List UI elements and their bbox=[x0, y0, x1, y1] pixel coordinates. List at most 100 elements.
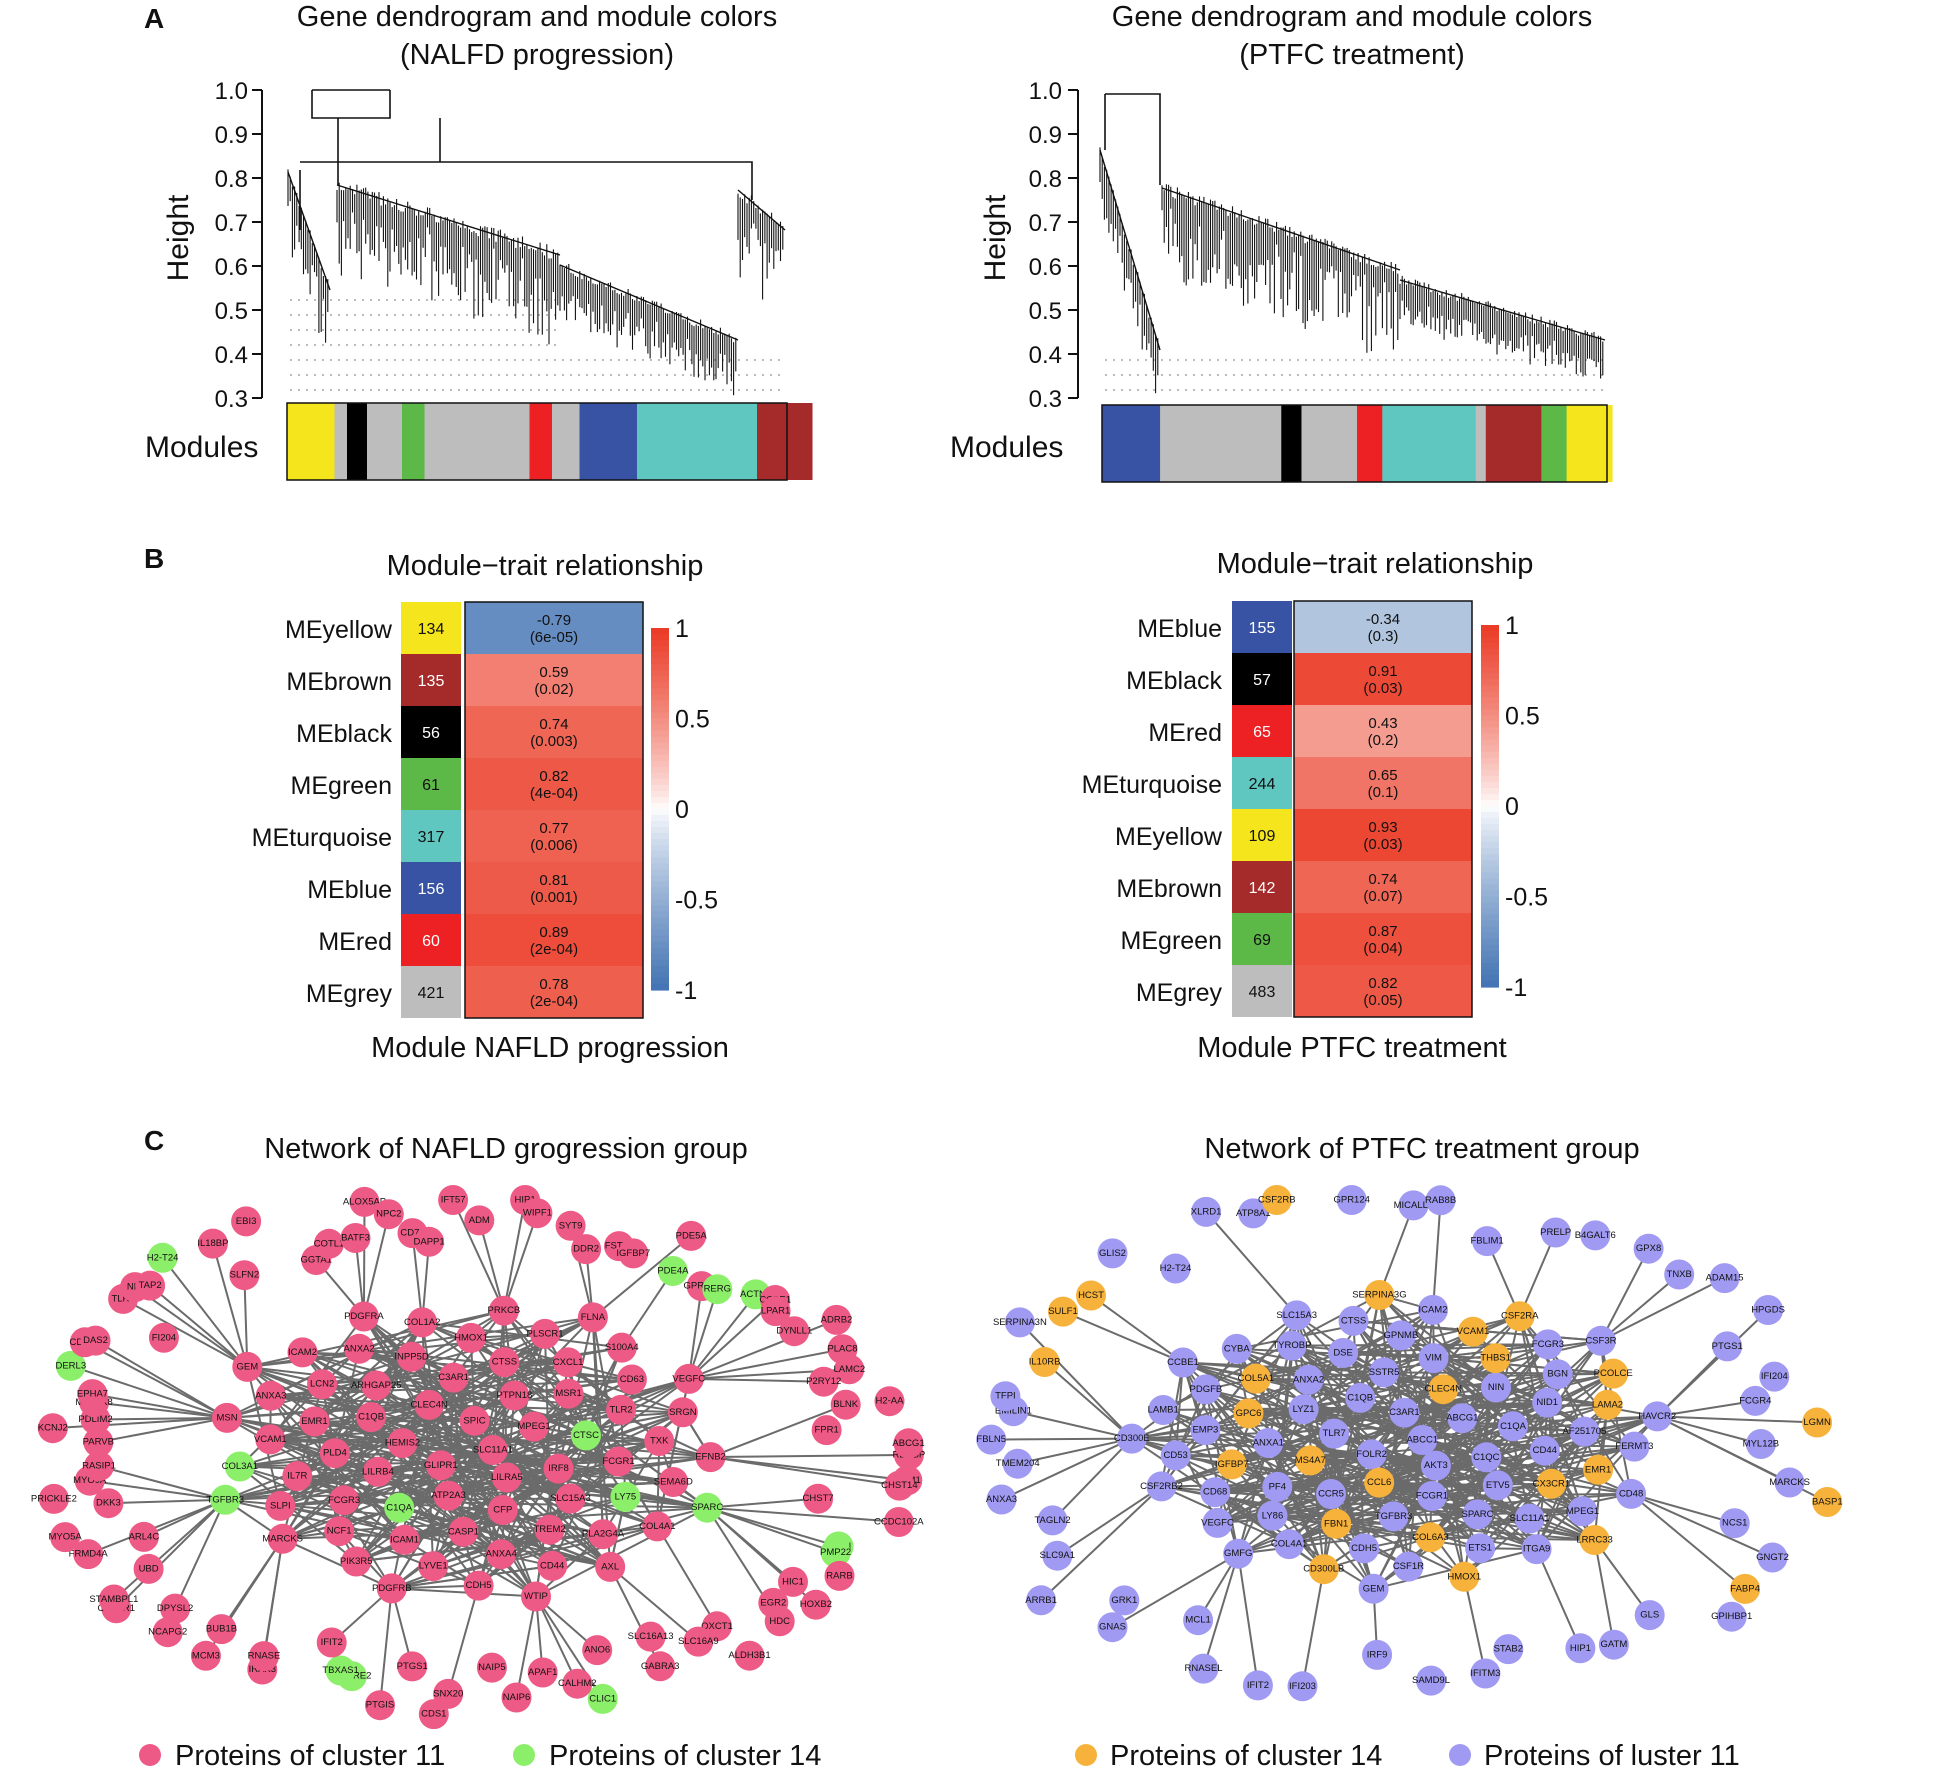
network-node[interactable]: GEM bbox=[232, 1351, 263, 1382]
network-node[interactable]: ABCC1 bbox=[1406, 1425, 1438, 1455]
network-node[interactable]: SPARC bbox=[1461, 1499, 1494, 1530]
network-node[interactable]: ANXA3 bbox=[255, 1380, 286, 1411]
network-node[interactable]: WIPF1 bbox=[522, 1198, 553, 1229]
network-node[interactable]: EBI3 bbox=[231, 1206, 262, 1237]
network-node[interactable]: BATF3 bbox=[340, 1223, 371, 1253]
network-node[interactable]: CD44 bbox=[537, 1550, 568, 1581]
network-node[interactable]: EPHA7 bbox=[77, 1379, 108, 1410]
network-node[interactable]: ETV5 bbox=[1482, 1470, 1513, 1501]
network-node[interactable]: C1QB bbox=[1345, 1382, 1376, 1413]
network-node[interactable]: FBLIM1 bbox=[1470, 1226, 1504, 1257]
network-node[interactable]: HIC1 bbox=[778, 1566, 808, 1597]
network-node[interactable]: C1QB bbox=[356, 1402, 387, 1433]
network-node[interactable]: IL18BP bbox=[197, 1228, 228, 1259]
network-node[interactable]: IGFBP7 bbox=[1215, 1449, 1249, 1480]
network-node[interactable]: CHST7 bbox=[803, 1483, 834, 1514]
network-node[interactable]: HMOX1 bbox=[1447, 1561, 1481, 1592]
network-node[interactable]: ANO6 bbox=[582, 1635, 613, 1666]
network-node[interactable]: STAMBPL1 bbox=[89, 1584, 138, 1615]
network-node[interactable]: PDE5A bbox=[676, 1220, 708, 1251]
network-node[interactable]: CYBA bbox=[1221, 1333, 1252, 1364]
network-node[interactable]: LGMN bbox=[1802, 1407, 1833, 1438]
network-node[interactable]: HEMIS2 bbox=[385, 1428, 420, 1459]
network-node[interactable]: IFT57 bbox=[438, 1185, 469, 1215]
network-node[interactable]: IFIT2 bbox=[316, 1627, 347, 1658]
network-node[interactable]: RERG bbox=[702, 1274, 733, 1305]
network-node[interactable]: GEM bbox=[1358, 1573, 1389, 1604]
network-node[interactable]: PDGFB bbox=[1190, 1374, 1223, 1405]
network-node[interactable]: CCDC102A bbox=[874, 1507, 924, 1537]
network-node[interactable]: IGFBP7 bbox=[616, 1238, 650, 1269]
network-node[interactable]: C1QA bbox=[384, 1492, 415, 1523]
network-node[interactable]: IRF9 bbox=[1362, 1639, 1393, 1670]
network-node[interactable]: CD63 bbox=[616, 1364, 647, 1395]
network-node[interactable]: ABCG1 bbox=[1446, 1403, 1478, 1434]
network-node[interactable]: PLA2G4A bbox=[582, 1519, 625, 1550]
network-node[interactable]: LRRC33 bbox=[1576, 1525, 1613, 1555]
network-node[interactable]: CCBE1 bbox=[1167, 1347, 1199, 1378]
network-node[interactable]: CD48 bbox=[1616, 1478, 1647, 1509]
network-node[interactable]: ANXA2 bbox=[1293, 1364, 1324, 1395]
network-node[interactable]: FCGR3 bbox=[328, 1485, 360, 1516]
network-node[interactable]: XLRD1 bbox=[1191, 1196, 1222, 1227]
network-node[interactable]: ARL4C bbox=[129, 1521, 160, 1552]
network-node[interactable]: CX3CR1 bbox=[1533, 1468, 1571, 1499]
network-node[interactable]: SLFN2 bbox=[229, 1260, 260, 1291]
network-node[interactable]: DPYSL2 bbox=[157, 1593, 193, 1624]
network-node[interactable]: PLSCR1 bbox=[527, 1318, 564, 1349]
network-node[interactable]: MPEG1 bbox=[1566, 1496, 1599, 1527]
network-node[interactable]: CHST14 bbox=[881, 1470, 918, 1501]
network-node[interactable]: CFP bbox=[487, 1495, 518, 1525]
network-node[interactable]: VEGFC bbox=[1201, 1507, 1234, 1538]
network-node[interactable]: PCOLCE bbox=[1594, 1358, 1633, 1389]
network-node[interactable]: VEGFC bbox=[672, 1363, 705, 1394]
network-node[interactable]: CSF2RB bbox=[1258, 1185, 1296, 1215]
network-node[interactable]: CTSC bbox=[571, 1420, 601, 1451]
network-node[interactable]: COL5A1 bbox=[1238, 1363, 1274, 1394]
network-node[interactable]: H2-T24 bbox=[147, 1242, 179, 1273]
network-node[interactable]: INPP5D bbox=[394, 1341, 429, 1372]
network-node[interactable]: EMR1 bbox=[299, 1406, 330, 1437]
network-node[interactable]: RASIP1 bbox=[82, 1451, 116, 1482]
network-node[interactable]: CD300LB bbox=[1303, 1554, 1344, 1585]
network-node[interactable]: RNASEL bbox=[1184, 1653, 1223, 1684]
network-node[interactable]: IFITM3 bbox=[1470, 1658, 1500, 1689]
network-node[interactable]: NAIP6 bbox=[501, 1682, 532, 1713]
network-node[interactable]: ANXA4 bbox=[486, 1539, 517, 1570]
network-node[interactable]: PTPN18 bbox=[496, 1380, 532, 1411]
network-node[interactable]: CLIC1 bbox=[587, 1683, 618, 1714]
network-node[interactable]: APAF1 bbox=[527, 1657, 558, 1688]
network-node[interactable]: PF4 bbox=[1262, 1471, 1293, 1502]
network-node[interactable]: PDE4A bbox=[657, 1256, 689, 1286]
network-node[interactable]: TYROBP bbox=[1272, 1330, 1311, 1361]
network-node[interactable]: CDH5 bbox=[1349, 1533, 1380, 1564]
network-node[interactable]: H2-AA bbox=[874, 1386, 905, 1417]
network-node[interactable]: HOXB2 bbox=[800, 1589, 832, 1620]
network-node[interactable]: CSF2RA bbox=[1501, 1301, 1539, 1332]
network-node[interactable]: NCF1 bbox=[324, 1516, 355, 1547]
network-node[interactable]: EFNB2 bbox=[695, 1442, 726, 1473]
network-node[interactable]: GPNMB bbox=[1383, 1320, 1418, 1351]
network-node[interactable]: LYZ1 bbox=[1288, 1394, 1319, 1425]
network-node[interactable]: CD68 bbox=[1200, 1477, 1231, 1508]
network-node[interactable]: CDH5 bbox=[463, 1570, 494, 1601]
network-node[interactable]: DKK3 bbox=[93, 1488, 124, 1519]
network-node[interactable]: GLIS2 bbox=[1097, 1238, 1128, 1269]
network-node[interactable]: SPARC bbox=[691, 1492, 723, 1523]
network-node[interactable]: PDGFRB bbox=[372, 1573, 412, 1604]
network-node[interactable]: CXCL1 bbox=[553, 1347, 584, 1378]
network-node[interactable]: ANXA1 bbox=[1253, 1428, 1284, 1458]
network-node[interactable]: ADAM15 bbox=[1706, 1263, 1744, 1294]
network-node[interactable]: BUB1B bbox=[206, 1614, 237, 1645]
network-node[interactable]: VIM bbox=[1418, 1343, 1449, 1374]
network-node[interactable]: ATP2A3 bbox=[431, 1480, 466, 1511]
network-node[interactable]: DAPP1 bbox=[414, 1226, 445, 1257]
network-node[interactable]: GNAS bbox=[1097, 1612, 1128, 1643]
network-node[interactable]: MARCKS bbox=[262, 1523, 303, 1554]
network-node[interactable]: VCAM1 bbox=[1457, 1316, 1490, 1347]
network-node[interactable]: CD53 bbox=[1160, 1440, 1191, 1471]
network-node[interactable]: C1QA bbox=[1498, 1411, 1528, 1442]
network-node[interactable]: TGFBR3 bbox=[1375, 1501, 1412, 1532]
network-node[interactable]: SYT9 bbox=[555, 1210, 586, 1241]
network-node[interactable]: GRK1 bbox=[1109, 1585, 1140, 1616]
